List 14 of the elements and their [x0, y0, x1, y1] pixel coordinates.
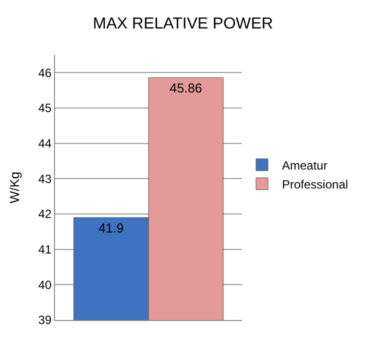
y-tick-label: 45	[38, 101, 52, 116]
y-tick-label: 42	[38, 207, 52, 222]
data-label: 45.86	[170, 80, 202, 96]
data-label: 41.9	[98, 220, 124, 236]
y-tick-label: 39	[38, 313, 52, 328]
y-tick-label: 44	[38, 136, 52, 151]
y-tick-label: 41	[38, 242, 52, 257]
legend-label: Ameatur	[282, 158, 328, 172]
legend-label: Professional	[282, 177, 348, 192]
y-tick-label: 43	[38, 172, 52, 186]
chart-title: MAX RELATIVE POWER	[92, 16, 274, 33]
y-axis-title: W/Kg	[7, 172, 22, 204]
y-tick-label: 40	[38, 278, 52, 292]
y-tick-label: 46	[38, 66, 52, 80]
